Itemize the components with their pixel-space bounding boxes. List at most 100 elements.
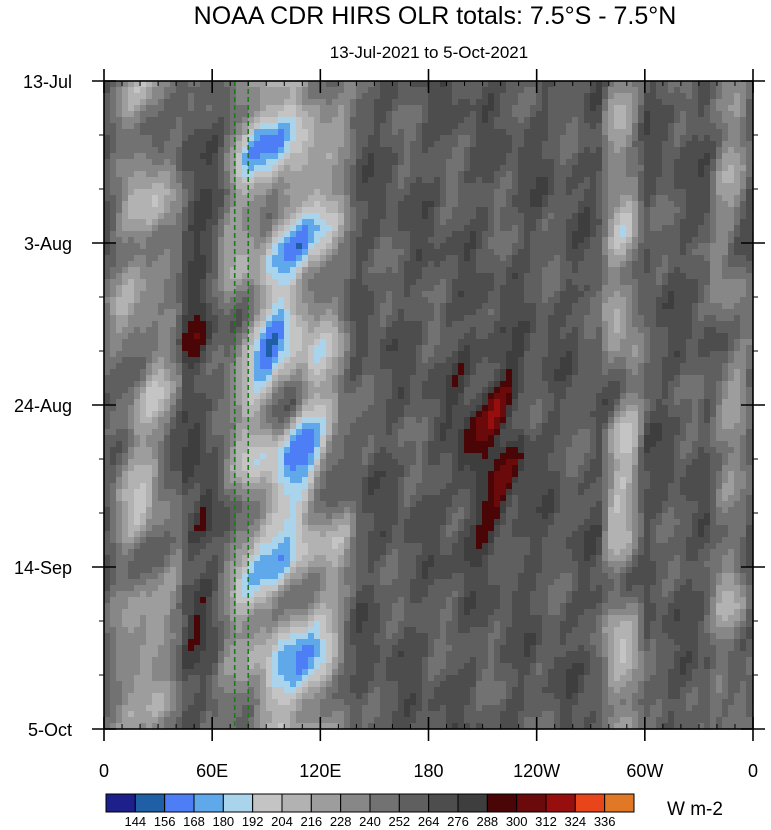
olr-cell <box>200 351 207 358</box>
olr-cell <box>422 297 429 304</box>
olr-cell <box>548 243 555 250</box>
olr-cell <box>698 255 705 262</box>
olr-cell <box>362 147 369 154</box>
olr-cell <box>230 147 237 154</box>
olr-cell <box>212 339 219 346</box>
olr-cell <box>476 183 483 190</box>
olr-cell <box>734 321 741 328</box>
olr-cell <box>314 291 321 298</box>
olr-cell <box>710 231 717 238</box>
olr-cell <box>260 279 267 286</box>
olr-cell <box>404 123 411 130</box>
olr-cell <box>458 309 465 316</box>
olr-cell <box>566 243 573 250</box>
olr-cell <box>116 105 123 112</box>
olr-cell <box>320 195 327 202</box>
olr-cell <box>284 117 291 124</box>
olr-cell <box>152 249 159 256</box>
olr-cell <box>440 285 447 292</box>
olr-cell <box>734 267 741 274</box>
olr-cell <box>434 327 441 334</box>
olr-cell <box>422 291 429 298</box>
olr-cell <box>614 279 621 286</box>
olr-cell <box>272 153 279 160</box>
olr-cell <box>548 87 555 94</box>
olr-cell <box>740 261 747 268</box>
olr-cell <box>182 183 189 190</box>
olr-cell <box>116 159 123 166</box>
olr-cell <box>668 177 675 184</box>
olr-cell <box>494 201 501 208</box>
olr-cell <box>260 183 267 190</box>
olr-cell <box>686 147 693 154</box>
olr-cell <box>428 219 435 226</box>
olr-cell <box>434 171 441 178</box>
olr-cell <box>344 273 351 280</box>
olr-cell <box>380 81 387 88</box>
olr-cell <box>362 195 369 202</box>
olr-cell <box>302 351 309 358</box>
olr-cell <box>410 261 417 268</box>
olr-cell <box>320 159 327 166</box>
olr-cell <box>632 285 639 292</box>
olr-cell <box>638 213 645 220</box>
olr-cell <box>650 225 657 232</box>
olr-cell <box>512 237 519 244</box>
olr-cell <box>482 189 489 196</box>
olr-cell <box>290 297 297 304</box>
olr-cell <box>608 261 615 268</box>
olr-cell <box>482 297 489 304</box>
olr-cell <box>584 249 591 256</box>
olr-cell <box>326 327 333 334</box>
olr-cell <box>434 255 441 262</box>
olr-cell <box>644 315 651 322</box>
olr-cell <box>734 333 741 340</box>
olr-cell <box>674 207 681 214</box>
olr-cell <box>560 249 567 256</box>
olr-cell <box>128 309 135 316</box>
olr-cell <box>542 309 549 316</box>
olr-cell <box>638 129 645 136</box>
olr-cell <box>194 261 201 268</box>
olr-cell <box>158 291 165 298</box>
olr-cell <box>680 291 687 298</box>
olr-cell <box>626 249 633 256</box>
olr-cell <box>332 273 339 280</box>
olr-cell <box>332 183 339 190</box>
olr-cell <box>632 141 639 148</box>
olr-cell <box>104 327 111 334</box>
olr-cell <box>386 135 393 142</box>
olr-cell <box>170 303 177 310</box>
olr-cell <box>236 351 243 358</box>
olr-cell <box>500 351 507 358</box>
olr-cell <box>476 165 483 172</box>
olr-cell <box>386 129 393 136</box>
olr-cell <box>350 99 357 106</box>
olr-cell <box>416 105 423 112</box>
olr-cell <box>170 345 177 352</box>
olr-cell <box>626 315 633 322</box>
olr-cell <box>608 141 615 148</box>
olr-cell <box>152 129 159 136</box>
olr-cell <box>338 327 345 334</box>
olr-cell <box>116 273 123 280</box>
olr-cell <box>242 249 249 256</box>
olr-cell <box>536 219 543 226</box>
olr-cell <box>326 129 333 136</box>
olr-cell <box>410 333 417 340</box>
olr-cell <box>536 279 543 286</box>
olr-cell <box>152 189 159 196</box>
olr-cell <box>686 195 693 202</box>
olr-cell <box>140 141 147 148</box>
olr-cell <box>470 243 477 250</box>
olr-cell <box>128 183 135 190</box>
olr-cell <box>128 237 135 244</box>
olr-cell <box>248 207 255 214</box>
olr-cell <box>596 231 603 238</box>
olr-cell <box>434 189 441 196</box>
olr-cell <box>572 333 579 340</box>
olr-cell <box>338 135 345 142</box>
olr-cell <box>320 297 327 304</box>
olr-cell <box>362 117 369 124</box>
olr-cell <box>500 267 507 274</box>
